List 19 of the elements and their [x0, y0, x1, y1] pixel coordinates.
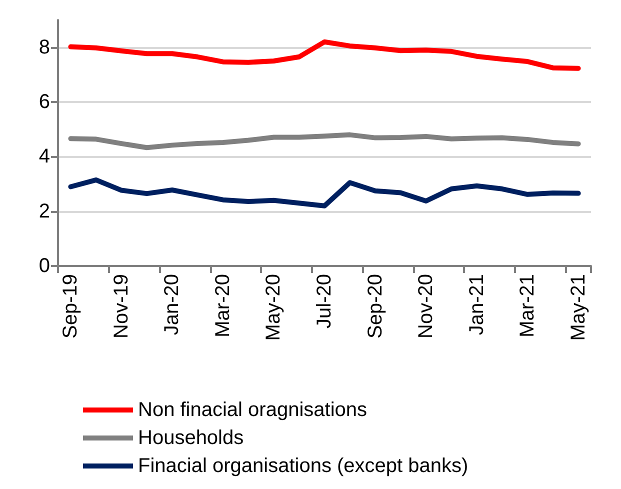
- x-tick-label: Jan-21: [466, 274, 488, 336]
- x-tick-label: Jul-20: [314, 274, 336, 328]
- x-tick-label: Sep-20: [364, 274, 386, 338]
- x-tick-label: Mar-21: [516, 274, 539, 338]
- x-tick-label: May-21: [567, 274, 590, 341]
- legend-label: Non finacial oragnisations: [138, 399, 368, 421]
- x-tick-label: Sep-19: [60, 274, 82, 338]
- y-tick-label: 4: [38, 146, 50, 168]
- x-tick-label: Nov-20: [415, 274, 438, 338]
- x-tick-label: Nov-19: [110, 274, 132, 338]
- x-tick-label: Jan-20: [161, 274, 184, 336]
- legend-label: Households: [138, 427, 244, 449]
- x-tick-label: May-20: [262, 274, 285, 341]
- y-tick-label: 8: [38, 36, 50, 58]
- x-tick-label: Mar-20: [212, 274, 234, 338]
- y-tick-label: 6: [38, 91, 50, 113]
- y-tick-label: 0: [38, 255, 50, 277]
- y-tick-label: 2: [38, 200, 50, 222]
- legend-label: Finacial organisations (except banks): [138, 455, 468, 477]
